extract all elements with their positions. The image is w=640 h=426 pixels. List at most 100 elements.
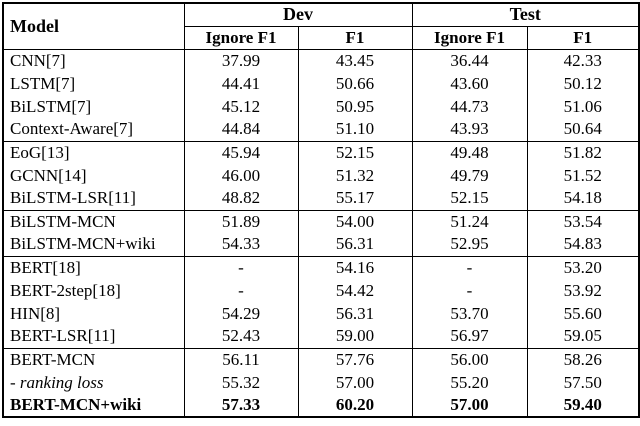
table-row: EoG[13] 45.94 52.15 49.48 51.82 — [3, 140, 639, 164]
value-cell: 54.29 — [183, 302, 298, 325]
value-cell: 53.54 — [526, 209, 639, 233]
value-cell: 57.00 — [297, 371, 412, 394]
value-cell: 50.66 — [297, 72, 412, 95]
value-cell: 48.82 — [183, 187, 298, 210]
value-cell: 57.50 — [526, 371, 639, 394]
value-cell: 51.82 — [526, 140, 639, 164]
table-row: GCNN[14] 46.00 51.32 49.79 51.52 — [3, 164, 639, 187]
value-cell: 36.44 — [411, 49, 527, 72]
model-cell: CNN[7] — [10, 50, 66, 70]
value-cell: 46.00 — [183, 164, 298, 187]
table-row: BiLSTM-LSR[11] 48.82 55.17 52.15 54.18 — [3, 187, 639, 210]
value-cell: 52.95 — [411, 233, 527, 256]
value-cell: 53.20 — [526, 255, 639, 279]
value-cell: 49.79 — [411, 164, 527, 187]
table-row: Context-Aware[7] 44.84 51.10 43.93 50.64 — [3, 118, 639, 141]
table-row: BiLSTM[7] 45.12 50.95 44.73 51.06 — [3, 95, 639, 118]
value-cell: 37.99 — [183, 49, 298, 72]
value-cell: 53.92 — [526, 279, 639, 302]
model-cell: BiLSTM-MCN — [3, 209, 184, 233]
value-cell: 54.42 — [297, 279, 412, 302]
value-cell: 55.60 — [526, 302, 639, 325]
model-cell: BERT-MCN — [3, 347, 184, 371]
dev-ignore-f1-header: Ignore F1 — [183, 26, 298, 50]
value-cell: 57.33 — [183, 394, 298, 417]
model-cell: BiLSTM[7] — [10, 96, 92, 116]
value-cell: 54.16 — [297, 255, 412, 279]
dev-column-group-header: Dev — [183, 3, 412, 27]
value-cell: 51.52 — [526, 164, 639, 187]
table-row: - ranking loss 55.32 57.00 55.20 57.50 — [3, 371, 639, 394]
value-cell: - — [183, 255, 298, 279]
model-cell: Context-Aware[7] — [10, 119, 134, 139]
value-cell: 56.97 — [411, 325, 527, 348]
value-cell: 50.95 — [297, 95, 412, 118]
value-cell: 54.00 — [297, 209, 412, 233]
value-cell: 51.06 — [526, 95, 639, 118]
model-cell: BERT-LSR[11] — [10, 326, 116, 346]
model-cell: EoG[13] — [3, 140, 184, 164]
table-row: LSTM[7] 44.41 50.66 43.60 50.12 — [3, 72, 639, 95]
value-cell: 51.10 — [297, 118, 412, 141]
value-cell: 56.11 — [183, 347, 298, 371]
value-cell: 43.60 — [411, 72, 527, 95]
table-row: BERT-MCN 56.11 57.76 56.00 58.26 — [3, 347, 639, 371]
value-cell: 56.00 — [411, 347, 527, 371]
model-cell: HIN[8] — [10, 303, 61, 323]
value-cell: 51.24 — [411, 209, 527, 233]
value-cell: 53.70 — [411, 302, 527, 325]
results-table: Model Dev Test Ignore F1 F1 Ignore F1 F1… — [2, 2, 640, 418]
value-cell: - — [183, 279, 298, 302]
value-cell: 52.15 — [411, 187, 527, 210]
header-row-groups: Model Dev Test — [3, 3, 639, 50]
value-cell: 52.43 — [183, 325, 298, 348]
value-cell: 44.41 — [183, 72, 298, 95]
value-cell: 56.31 — [297, 233, 412, 256]
test-f1-header: F1 — [526, 26, 639, 50]
value-cell: 45.12 — [183, 95, 298, 118]
value-cell: 50.12 — [526, 72, 639, 95]
table-header: Model Dev Test Ignore F1 F1 Ignore F1 F1 — [3, 3, 639, 50]
table-row: CNN[7] 37.99 43.45 36.44 42.33 — [3, 49, 639, 72]
value-cell: - — [411, 255, 527, 279]
value-cell: - — [411, 279, 527, 302]
value-cell: 60.20 — [297, 394, 412, 417]
model-column-header: Model — [3, 3, 184, 50]
value-cell: 55.17 — [297, 187, 412, 210]
value-cell: 44.84 — [183, 118, 298, 141]
model-cell: BERT-MCN+wiki — [10, 395, 142, 414]
table-row: BERT-MCN+wiki 57.33 60.20 57.00 59.40 — [3, 394, 639, 417]
value-cell: 43.93 — [411, 118, 527, 141]
test-ignore-f1-header: Ignore F1 — [411, 26, 527, 50]
table-row: BERT-LSR[11] 52.43 59.00 56.97 59.05 — [3, 325, 639, 348]
value-cell: 57.76 — [297, 347, 412, 371]
value-cell: 57.00 — [411, 394, 527, 417]
value-cell: 55.32 — [183, 371, 298, 394]
model-cell: GCNN[14] — [10, 165, 87, 185]
value-cell: 49.48 — [411, 140, 527, 164]
table-row: BiLSTM-MCN 51.89 54.00 51.24 53.54 — [3, 209, 639, 233]
value-cell: 51.32 — [297, 164, 412, 187]
value-cell: 59.05 — [526, 325, 639, 348]
table-row: BiLSTM-MCN+wiki 54.33 56.31 52.95 54.83 — [3, 233, 639, 256]
value-cell: 54.83 — [526, 233, 639, 256]
header-row-subcols: Ignore F1 F1 Ignore F1 F1 — [3, 26, 639, 50]
table-row: BERT[18] -54.16-53.20 — [3, 255, 639, 279]
model-cell: BERT-2step[18] — [10, 280, 121, 300]
model-cell: - ranking loss — [10, 372, 104, 392]
value-cell: 55.20 — [411, 371, 527, 394]
value-cell: 56.31 — [297, 302, 412, 325]
model-cell: BiLSTM-MCN+wiki — [10, 234, 156, 254]
value-cell: 52.15 — [297, 140, 412, 164]
value-cell: 59.00 — [297, 325, 412, 348]
value-cell: 44.73 — [411, 95, 527, 118]
dev-f1-header: F1 — [297, 26, 412, 50]
value-cell: 54.18 — [526, 187, 639, 210]
value-cell: 43.45 — [297, 49, 412, 72]
value-cell: 50.64 — [526, 118, 639, 141]
table-body: CNN[7] 37.99 43.45 36.44 42.33 LSTM[7] 44.41 50… — [3, 49, 639, 417]
value-cell: 42.33 — [526, 49, 639, 72]
value-cell: 45.94 — [183, 140, 298, 164]
model-cell: BERT[18] — [3, 255, 184, 279]
